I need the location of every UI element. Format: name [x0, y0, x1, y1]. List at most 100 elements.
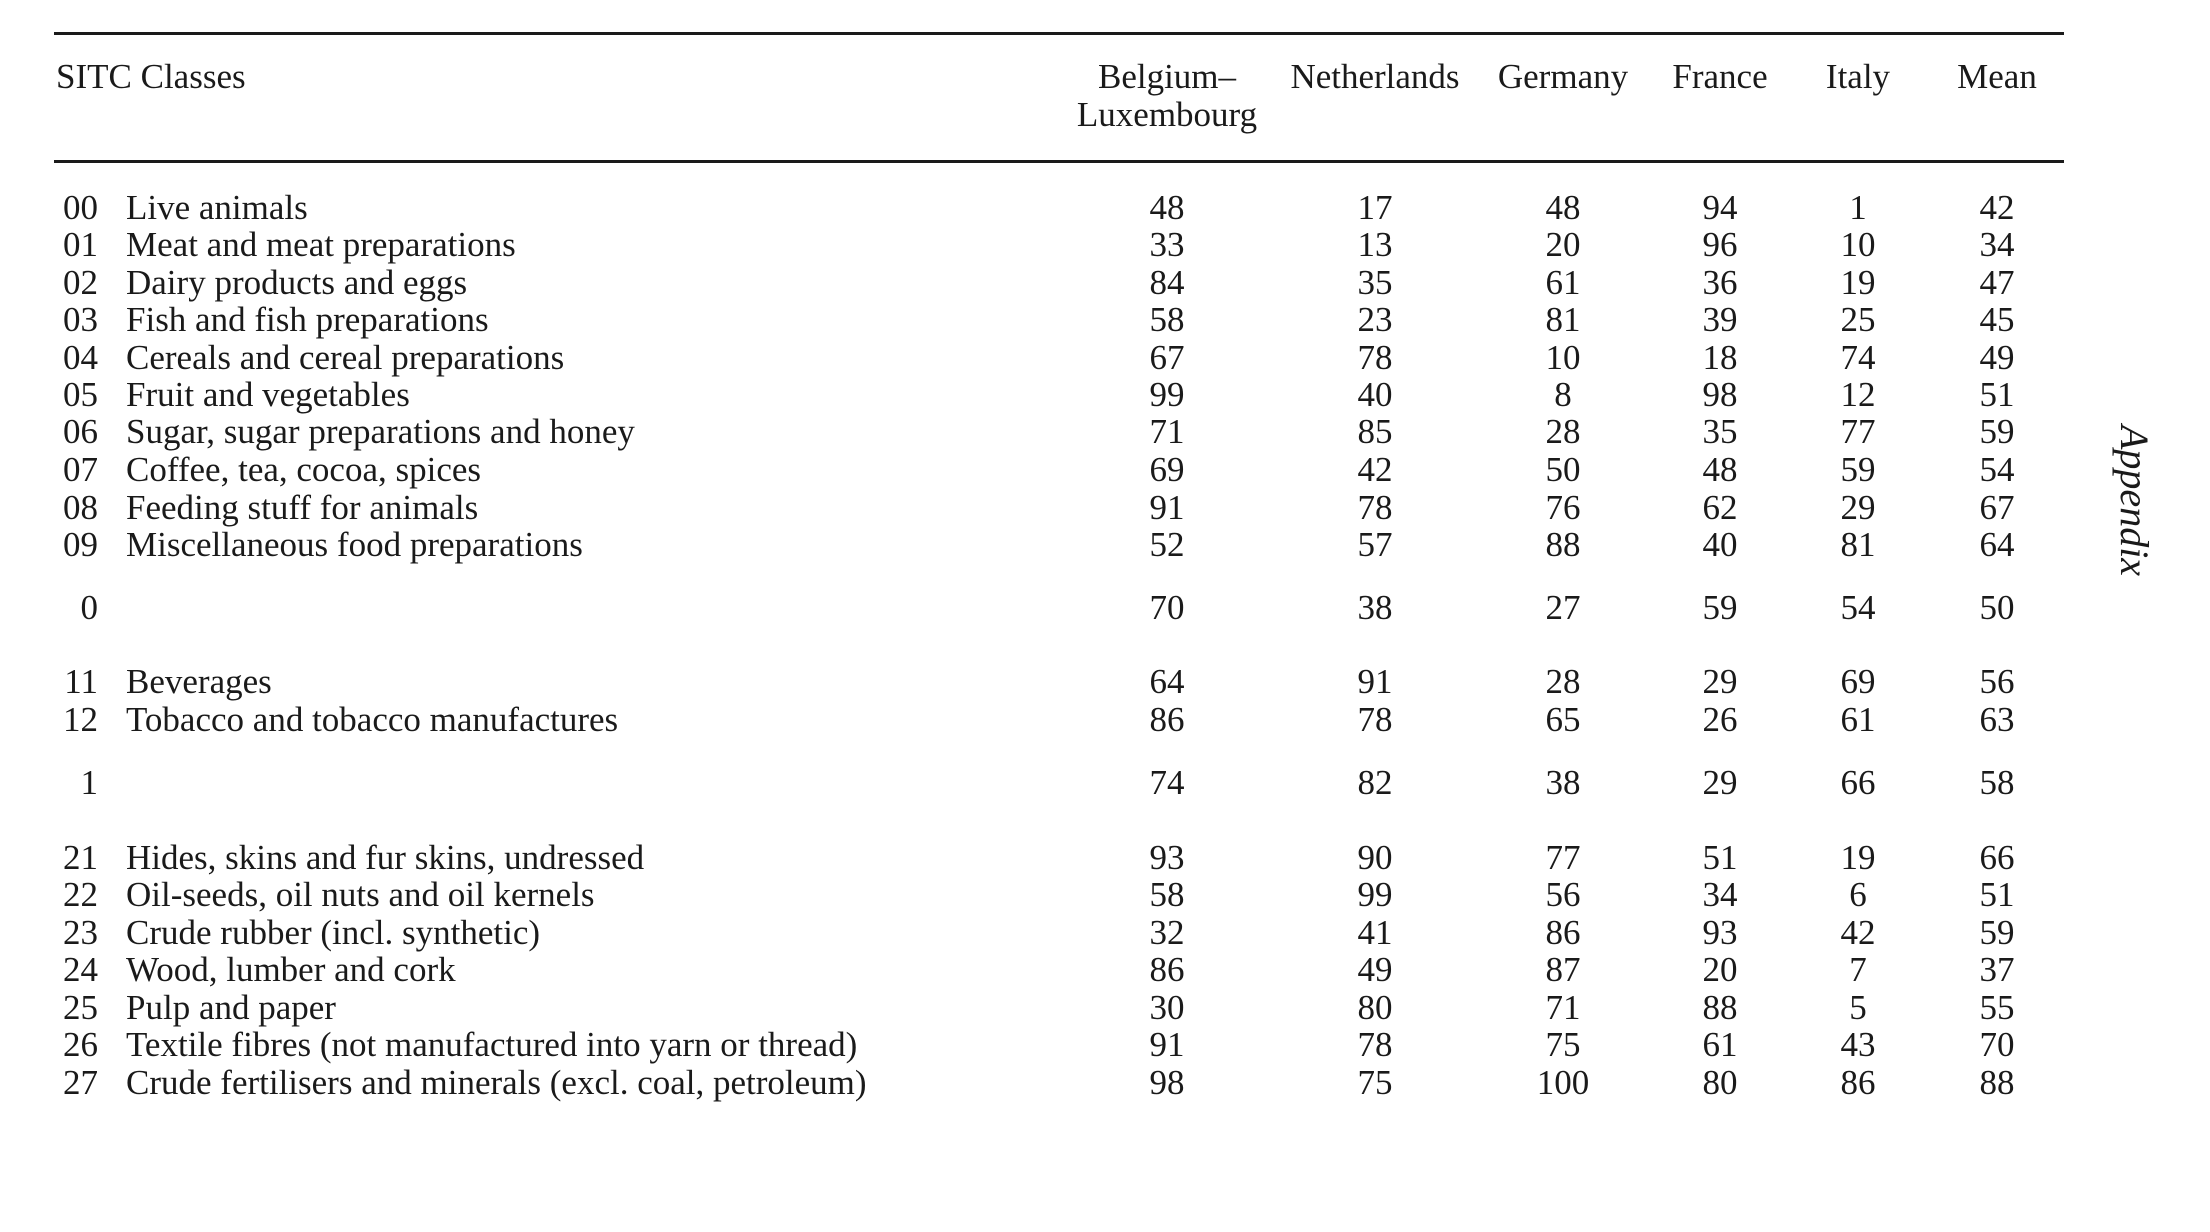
- table-row: 1 74 82 38 29 66 58: [54, 764, 2064, 802]
- value-cell: 48: [1702, 450, 1738, 489]
- value-cell: 98: [1702, 375, 1738, 414]
- value-cell: 100: [1536, 1063, 1590, 1102]
- value-cell: 69: [1840, 662, 1876, 701]
- value-cell: 29: [1840, 488, 1876, 527]
- value-cell: 28: [1545, 662, 1581, 701]
- value-cell: 64: [1149, 662, 1185, 701]
- table-row: 12 Tobacco and tobacco manufactures 86 78 65…: [54, 701, 2064, 739]
- value-cell: 29: [1702, 763, 1738, 802]
- sitc-label: Beverages: [126, 662, 272, 701]
- value-cell: 58: [1979, 763, 2015, 802]
- value-cell: 50: [1545, 450, 1581, 489]
- table-row: 06 Sugar, sugar preparations and honey 71 8…: [54, 413, 2064, 451]
- sitc-code: 03: [63, 300, 98, 339]
- value-cell: 43: [1840, 1025, 1876, 1064]
- value-cell: 5: [1849, 988, 1867, 1027]
- value-cell: 26: [1702, 700, 1738, 739]
- table-row: 00 Live animals 48 17 48 94 1 42: [54, 189, 2064, 227]
- sitc-label: Crude rubber (incl. synthetic): [126, 913, 541, 952]
- value-cell: 51: [1979, 375, 2015, 414]
- sitc-code: 07: [63, 450, 98, 489]
- value-cell: 45: [1979, 300, 2015, 339]
- sitc-code: 25: [63, 988, 98, 1027]
- sitc-label: Pulp and paper: [126, 988, 336, 1027]
- table-row: 01 Meat and meat preparations 33 13 20 96 10 34: [54, 226, 2064, 264]
- value-cell: 69: [1149, 450, 1185, 489]
- sitc-label: Tobacco and tobacco manufactures: [126, 700, 619, 739]
- value-cell: 88: [1702, 988, 1738, 1027]
- value-cell: 20: [1702, 950, 1738, 989]
- value-cell: 49: [1979, 338, 2015, 377]
- value-cell: 63: [1979, 700, 2015, 739]
- value-cell: 90: [1357, 838, 1393, 877]
- table-row: 05 Fruit and vegetables 99 40 8 98 12 51: [54, 376, 2064, 414]
- value-cell: 48: [1545, 188, 1581, 227]
- value-cell: 75: [1357, 1063, 1393, 1102]
- value-cell: 66: [1840, 763, 1876, 802]
- value-cell: 84: [1149, 263, 1185, 302]
- value-cell: 57: [1357, 525, 1393, 564]
- value-cell: 49: [1357, 950, 1393, 989]
- value-cell: 27: [1545, 588, 1581, 627]
- value-cell: 59: [1979, 412, 2015, 451]
- table-row: 09 Miscellaneous food preparations 52 57 88 4…: [54, 526, 2064, 564]
- value-cell: 6: [1849, 875, 1867, 914]
- sitc-label: Dairy products and eggs: [126, 263, 468, 302]
- value-cell: 50: [1979, 588, 2015, 627]
- table-row: 02 Dairy products and eggs 84 35 61 36 19 47: [54, 264, 2064, 302]
- value-cell: 99: [1357, 875, 1393, 914]
- sitc-label: Cereals and cereal preparations: [126, 338, 565, 377]
- value-cell: 19: [1840, 263, 1876, 302]
- value-cell: 91: [1357, 662, 1393, 701]
- value-cell: 71: [1545, 988, 1581, 1027]
- value-cell: 78: [1357, 488, 1393, 527]
- value-cell: 70: [1149, 588, 1185, 627]
- sitc-code: 12: [63, 700, 98, 739]
- value-cell: 76: [1545, 488, 1581, 527]
- sitc-code: 11: [64, 662, 98, 701]
- value-cell: 25: [1840, 300, 1876, 339]
- sitc-code: 04: [63, 338, 98, 377]
- value-cell: 80: [1357, 988, 1393, 1027]
- value-cell: 8: [1554, 375, 1572, 414]
- value-cell: 36: [1702, 263, 1738, 302]
- value-cell: 66: [1979, 838, 2015, 877]
- sitc-code: 24: [63, 950, 98, 989]
- value-cell: 51: [1702, 838, 1738, 877]
- value-cell: 74: [1840, 338, 1876, 377]
- value-cell: 71: [1149, 412, 1185, 451]
- value-cell: 67: [1979, 488, 2015, 527]
- sitc-code: 05: [63, 375, 98, 414]
- value-cell: 52: [1149, 525, 1185, 564]
- value-cell: 78: [1357, 700, 1393, 739]
- value-cell: 39: [1702, 300, 1738, 339]
- value-cell: 23: [1357, 300, 1393, 339]
- value-cell: 29: [1702, 662, 1738, 701]
- sitc-code: 0: [80, 588, 99, 627]
- table-row: 03 Fish and fish preparations 58 23 81 39 25 45: [54, 301, 2064, 339]
- value-cell: 20: [1545, 225, 1581, 264]
- value-cell: 87: [1545, 950, 1581, 989]
- value-cell: 18: [1702, 338, 1738, 377]
- value-cell: 1: [1849, 188, 1867, 227]
- value-cell: 64: [1979, 525, 2015, 564]
- sitc-label: Fish and fish preparations: [126, 300, 489, 339]
- sitc-label: Coffee, tea, cocoa, spices: [126, 450, 482, 489]
- header-italy: Italy: [1825, 57, 1891, 96]
- value-cell: 54: [1840, 588, 1876, 627]
- value-cell: 67: [1149, 338, 1185, 377]
- sitc-label: Crude fertilisers and minerals (excl. co…: [126, 1063, 867, 1102]
- value-cell: 65: [1545, 700, 1581, 739]
- table-row: 23 Crude rubber (incl. synthetic) 32 41 86 93…: [54, 914, 2064, 952]
- sitc-code: 02: [63, 263, 98, 302]
- value-cell: 33: [1149, 225, 1185, 264]
- value-cell: 13: [1357, 225, 1393, 264]
- sitc-code: 00: [63, 188, 98, 227]
- value-cell: 59: [1840, 450, 1876, 489]
- value-cell: 17: [1357, 188, 1393, 227]
- value-cell: 86: [1545, 913, 1581, 952]
- value-cell: 41: [1357, 913, 1393, 952]
- value-cell: 94: [1702, 188, 1738, 227]
- sitc-label: Meat and meat preparations: [126, 225, 516, 264]
- value-cell: 61: [1545, 263, 1581, 302]
